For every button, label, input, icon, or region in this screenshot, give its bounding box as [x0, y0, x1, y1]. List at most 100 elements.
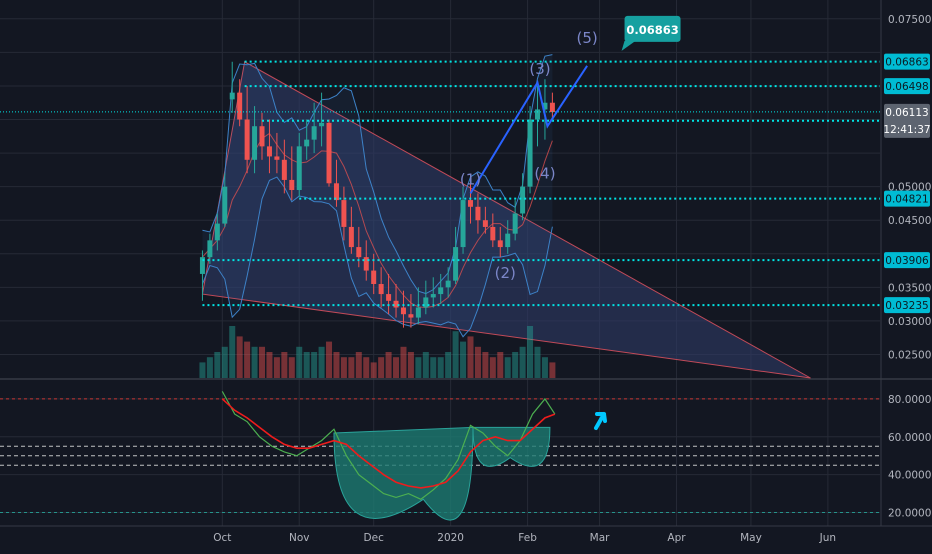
oscillator-pane: [0, 391, 880, 521]
wave-projection-line[interactable]: [469, 65, 588, 194]
bollinger-bands: [201, 54, 553, 338]
price-tick-label: 0.05000: [888, 182, 931, 194]
candle-body: [400, 307, 406, 315]
level-price-tag[interactable]: [884, 297, 930, 314]
price-tick-label: 0.03500: [888, 282, 931, 294]
candle-body: [363, 257, 369, 271]
target-callout-label: 0.06863: [626, 23, 678, 37]
target-callout[interactable]: [624, 15, 681, 42]
volume-bar: [199, 362, 206, 378]
candle-body: [371, 270, 377, 285]
volume-bar: [400, 346, 407, 378]
up-right-arrow-icon: [594, 412, 607, 430]
candle-body: [259, 126, 265, 147]
candle-body: [222, 186, 228, 224]
time-tick-label: 2020: [437, 532, 464, 544]
level-price-label: 0.03906: [885, 255, 929, 267]
bollinger-lower: [201, 176, 553, 338]
wave-label: (3): [529, 60, 550, 78]
level-price-tag[interactable]: [884, 190, 930, 207]
level-price-label: 0.06498: [885, 81, 928, 93]
volume-bar: [318, 346, 325, 378]
time-axis[interactable]: Oct Nov Dec 2020 Feb Mar Apr May Jun: [0, 525, 932, 544]
candle-body: [520, 186, 526, 214]
level-price-tag[interactable]: [884, 252, 930, 269]
candle-body: [356, 247, 362, 258]
candle-body: [460, 200, 466, 248]
volume-bar: [288, 357, 295, 378]
volume-bar: [534, 346, 541, 378]
candle-body: [386, 294, 392, 301]
volume-bar: [363, 357, 370, 378]
candle-body: [319, 122, 325, 127]
volume-bar: [259, 346, 266, 378]
wedge-triangle[interactable]: [201, 60, 811, 379]
candle-body: [453, 247, 459, 281]
candle-body: [289, 179, 295, 191]
bollinger-upper: [202, 54, 553, 295]
volume-bar: [273, 357, 280, 378]
falling-wedge-drawing[interactable]: [201, 60, 811, 379]
volume-bar: [527, 326, 534, 378]
price-axis[interactable]: 0.02500 0.03000 0.03500 0.04500 0.05000 0.075…: [883, 14, 932, 520]
volume-bar: [467, 336, 474, 378]
level-price-tag[interactable]: [884, 53, 930, 70]
volume-bar: [541, 357, 548, 378]
bar-countdown-label: 12:41:37: [883, 124, 930, 136]
volume-bar: [474, 346, 481, 378]
candle-body: [467, 200, 473, 207]
volume-bar: [348, 357, 355, 378]
candle-body: [542, 102, 548, 110]
rsi-handle-drawing[interactable]: [472, 426, 551, 467]
candle-body: [393, 300, 399, 308]
volume-bar: [303, 352, 310, 378]
candle-body: [378, 284, 384, 295]
volume-bar: [407, 352, 414, 378]
last-price-tag: [884, 103, 930, 138]
horizontal-levels[interactable]: [0, 60, 880, 307]
candle-body: [252, 126, 258, 160]
candle-body: [415, 307, 421, 318]
rsi-cup-drawing[interactable]: [333, 426, 474, 521]
volume-bar: [214, 352, 221, 378]
volume-bar: [378, 357, 385, 378]
volume-bar: [266, 352, 273, 378]
volume-bar: [281, 352, 288, 378]
time-tick-label: Mar: [590, 532, 610, 544]
volume-bar: [504, 357, 511, 378]
volume-bar: [482, 352, 489, 378]
volume-bar: [326, 341, 333, 378]
time-tick-label: Oct: [213, 532, 231, 544]
candle-body: [527, 119, 533, 187]
candle-body: [199, 257, 205, 274]
volume-bar: [430, 357, 437, 378]
candle-body: [311, 126, 317, 140]
volume-bars: [199, 326, 556, 378]
volume-bar: [251, 346, 258, 378]
volume-bar: [370, 362, 377, 378]
candle-body: [304, 139, 310, 147]
candle-body: [482, 220, 488, 227]
volume-bar: [206, 357, 213, 378]
candle-body: [430, 294, 436, 298]
elliott-wave-drawing[interactable]: (1) (2) (3) (4) (5) 0.06863: [460, 15, 681, 282]
time-tick-label: Feb: [518, 532, 537, 544]
volume-bar: [340, 357, 347, 378]
candle-body: [207, 240, 213, 258]
level-price-label: 0.06863: [885, 57, 928, 69]
volume-bar: [333, 352, 340, 378]
time-tick-label: May: [740, 532, 762, 544]
volume-bar: [452, 331, 459, 378]
level-price-tag[interactable]: [884, 78, 930, 95]
volume-bar: [236, 336, 243, 378]
candle-body: [497, 240, 503, 248]
candle-body: [348, 226, 354, 248]
volume-bar: [355, 352, 362, 378]
candle-body: [512, 213, 518, 234]
candle-body: [326, 122, 332, 184]
